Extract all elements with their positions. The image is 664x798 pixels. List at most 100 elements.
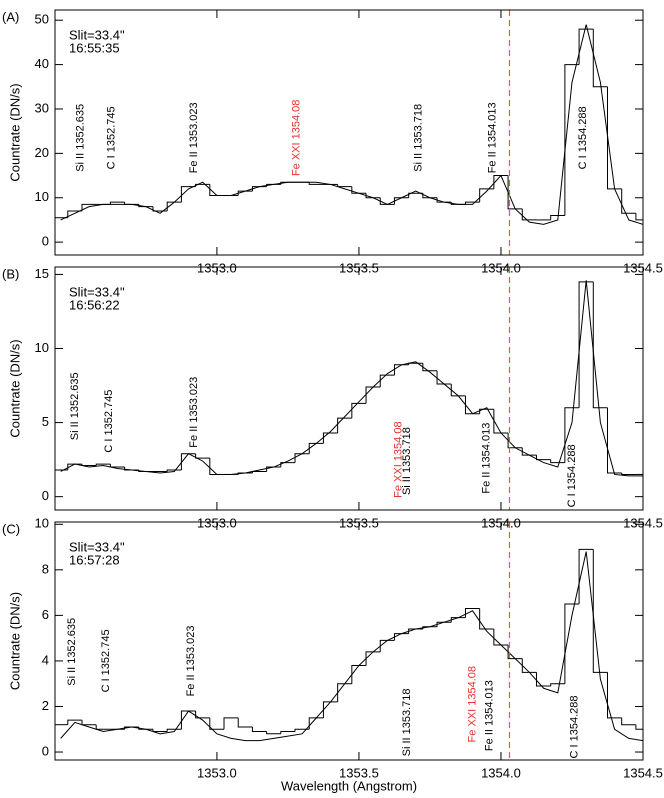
step	[436, 370, 452, 385]
step	[351, 402, 367, 419]
time-label: 16:56:22	[69, 297, 120, 312]
y-tick-label: 10	[35, 189, 49, 204]
y-tick-label: 5	[42, 414, 49, 429]
step	[95, 724, 111, 730]
step	[67, 210, 82, 218]
line-label: Si II 1352.635	[69, 372, 81, 440]
step	[521, 208, 537, 221]
line-label: C I 1352.745	[103, 390, 115, 453]
step	[578, 281, 594, 408]
line-label: Fe II 1354.013	[484, 680, 496, 751]
step	[337, 683, 352, 702]
step	[266, 731, 281, 735]
step	[564, 64, 580, 216]
time-label: 16:55:35	[69, 40, 120, 55]
step	[379, 197, 395, 205]
step	[237, 190, 253, 196]
step	[592, 281, 608, 409]
y-tick-label: 10	[35, 516, 49, 531]
panel-label: (B)	[2, 266, 19, 281]
step	[166, 469, 182, 472]
step	[606, 407, 622, 474]
step	[493, 629, 509, 646]
y-tick-label: 40	[35, 56, 49, 71]
line-label: Fe II 1353.023	[188, 102, 200, 173]
step	[351, 186, 367, 194]
step	[635, 724, 643, 730]
step	[606, 86, 622, 190]
y-tick-label: 0	[42, 743, 49, 758]
step	[251, 186, 267, 192]
step	[507, 432, 523, 449]
step	[209, 184, 225, 197]
step	[95, 463, 111, 466]
step	[152, 729, 168, 733]
step	[408, 362, 423, 365]
step	[280, 731, 296, 734]
line-label: Si II 1353.718	[401, 427, 413, 495]
step	[521, 658, 537, 673]
step	[479, 608, 494, 630]
step	[195, 453, 210, 459]
y-tick-label: 20	[35, 145, 49, 160]
plot-frame	[54, 9, 644, 256]
line-label: C I 1354.288	[566, 444, 578, 507]
step	[81, 464, 97, 467]
step	[393, 633, 409, 641]
fit-line	[60, 551, 643, 742]
step	[251, 470, 267, 473]
step	[109, 464, 125, 468]
y-tick-label: 8	[42, 561, 49, 576]
step	[621, 472, 636, 475]
step	[109, 201, 125, 205]
step	[535, 672, 551, 687]
plot-area	[55, 24, 643, 225]
x-tick-label: 1354.0	[481, 765, 521, 780]
line-label: Fe II 1354.013	[481, 423, 493, 494]
line-label: Si II 1352.635	[74, 104, 86, 172]
line-label: Fe II 1353.023	[188, 377, 200, 448]
step	[535, 455, 551, 461]
step	[436, 197, 452, 203]
y-axis-label: Countrate (DN/s)	[7, 339, 22, 437]
step	[464, 395, 480, 415]
step	[365, 193, 381, 199]
slit-label: Slit=33.4"	[69, 27, 125, 42]
step	[322, 432, 338, 444]
slit-label: Slit=33.4"	[69, 539, 125, 554]
step	[209, 717, 225, 730]
step	[493, 175, 509, 189]
line-label: Si II 1353.718	[401, 688, 413, 756]
time-label: 16:57:28	[69, 552, 120, 567]
step	[308, 442, 324, 454]
line-label: Fe XXI 1354.08	[466, 666, 478, 742]
line-label: Fe II 1354.013	[486, 102, 498, 173]
x-tick-label: 1354.5	[623, 765, 663, 780]
step	[237, 717, 253, 728]
panel-label: (C)	[2, 521, 20, 536]
step	[251, 726, 267, 733]
step	[408, 628, 423, 634]
step	[393, 197, 409, 205]
step	[621, 188, 636, 214]
step	[606, 672, 622, 719]
y-tick-label: 0	[42, 488, 49, 503]
step	[308, 182, 324, 185]
step	[223, 717, 239, 730]
step	[294, 453, 310, 463]
step	[180, 453, 196, 470]
step	[550, 214, 565, 220]
step	[550, 683, 565, 686]
step	[351, 664, 367, 684]
y-axis-label: Countrate (DN/s)	[7, 83, 22, 181]
line-label: C I 1354.288	[569, 695, 581, 758]
fit-line	[60, 24, 643, 225]
step	[294, 728, 310, 732]
line-label: Fe XXI 1354.08	[393, 421, 405, 497]
line-label: Fe XXI 1354.08	[290, 100, 302, 176]
step	[450, 384, 466, 397]
step	[507, 644, 523, 660]
step	[635, 213, 643, 221]
step	[365, 651, 381, 666]
